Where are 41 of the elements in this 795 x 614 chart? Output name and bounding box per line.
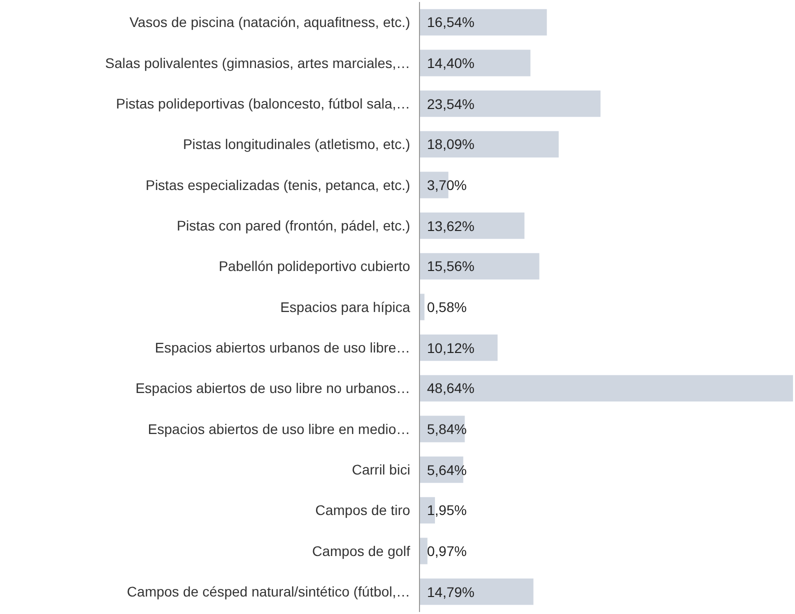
- data-label: 5,64%: [427, 462, 467, 478]
- data-label: 10,12%: [427, 340, 474, 356]
- y-tick-label: Carril bici: [352, 462, 410, 478]
- y-tick-label: Pistas polideportivas (baloncesto, fútbol sala,…: [116, 96, 410, 112]
- y-tick-label: Pistas especializadas (tenis, petanca, etc.): [146, 176, 410, 193]
- data-label: 1,95%: [427, 502, 467, 518]
- bar: [420, 253, 540, 280]
- y-tick-label: Espacios para hípica: [280, 298, 410, 315]
- y-tick-label: Salas polivalentes (gimnasios, artes marciales,…: [105, 54, 410, 71]
- y-tick-label: Pistas con pared (frontón, pádel, etc.): [176, 218, 410, 234]
- y-tick-label: Campos de tiro: [315, 502, 410, 518]
- data-label: 0,97%: [427, 543, 467, 559]
- bar: [420, 294, 424, 320]
- y-tick-label: Campos de césped natural/sintético (fútbol,…: [126, 584, 410, 600]
- y-tick-label: Campos de golf: [312, 542, 410, 559]
- y-tick-label: Pistas longitudinales (atletismo, etc.): [182, 136, 410, 152]
- data-label: 16,54%: [427, 14, 474, 30]
- data-label: 48,64%: [427, 380, 474, 396]
- data-label: 23,54%: [427, 96, 474, 112]
- y-tick-label: Espacios abiertos de uso libre no urbanos…: [135, 380, 410, 396]
- bar: [420, 90, 601, 117]
- data-label: 0,58%: [427, 299, 467, 315]
- y-tick-label: Espacios abiertos de uso libre en medio…: [148, 420, 410, 437]
- bar: [420, 131, 559, 158]
- bar: [420, 9, 547, 36]
- bar: [420, 538, 428, 564]
- y-tick-label: Pabellón polideportivo cubierto: [218, 258, 410, 274]
- y-tick-label: Espacios abiertos urbanos de uso libre…: [154, 340, 410, 356]
- bar: [420, 375, 793, 402]
- data-label: 15,56%: [427, 258, 474, 274]
- data-label: 13,62%: [427, 218, 474, 234]
- bar: [420, 50, 530, 76]
- data-label: 18,09%: [427, 136, 474, 152]
- bar: [420, 334, 498, 361]
- data-label: 3,70%: [427, 177, 467, 193]
- data-label: 14,40%: [427, 55, 474, 71]
- data-label: 5,84%: [427, 421, 467, 437]
- y-tick-label: Vasos de piscina (natación, aquafitness, etc.): [130, 14, 410, 30]
- bar: [420, 212, 524, 239]
- bar: [420, 578, 534, 605]
- data-label: 14,79%: [427, 584, 474, 600]
